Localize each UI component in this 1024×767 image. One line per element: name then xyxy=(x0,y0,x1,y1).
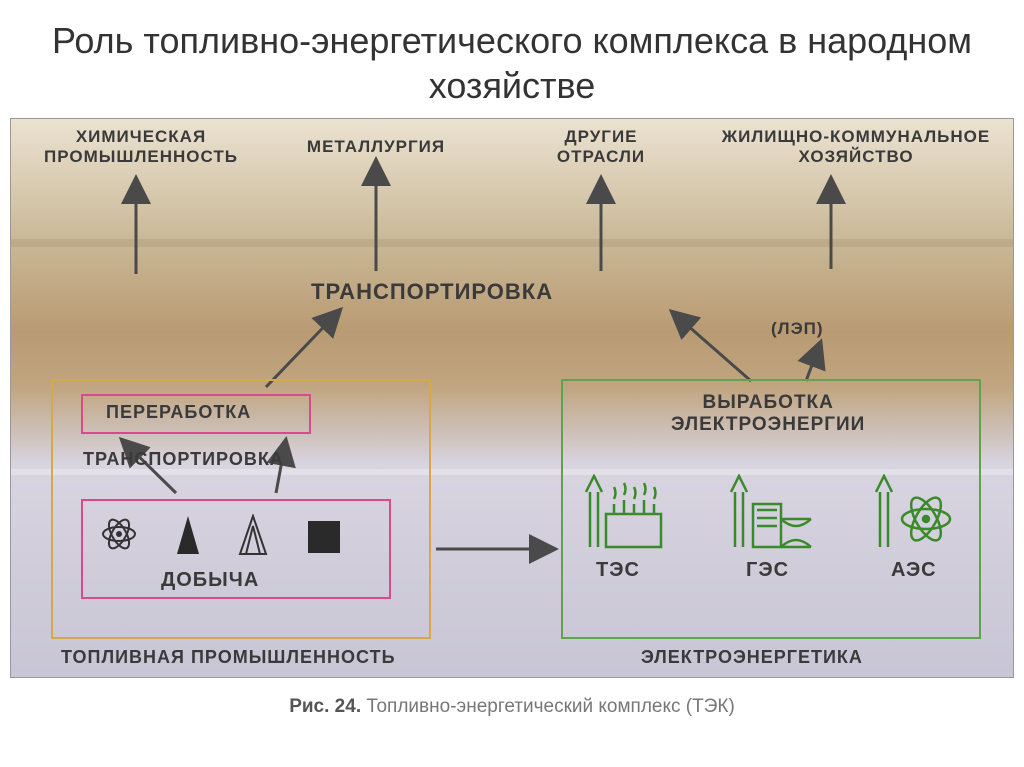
arrow-gen-to-lep xyxy=(806,341,821,381)
inner-transport-label: ТРАНСПОРТИРОВКА xyxy=(83,449,284,470)
consumer-metal: МЕТАЛЛУРГИЯ xyxy=(296,137,456,157)
ges-icon xyxy=(721,474,816,549)
consumer-chem: ХИМИЧЕСКАЯ ПРОМЫШЛЕННОСТЬ xyxy=(31,127,251,167)
ges-label: ГЭС xyxy=(746,559,789,582)
consumer-other: ДРУГИЕ ОТРАСЛИ xyxy=(541,127,661,167)
atom-icon xyxy=(99,514,139,554)
arrow-gen-to-transport xyxy=(671,311,751,381)
diagram: ХИМИЧЕСКАЯ ПРОМЫШЛЕННОСТЬ МЕТАЛЛУРГИЯ ДР… xyxy=(10,118,1014,678)
generation-label: ВЫРАБОТКА ЭЛЕКТРОЭНЕРГИИ xyxy=(671,392,865,436)
consumer-housing: ЖИЛИЩНО-КОММУНАЛЬНОЕ ХОЗЯЙСТВО xyxy=(711,127,1001,167)
transport-label: ТРАНСПОРТИРОВКА xyxy=(311,279,553,305)
square-icon xyxy=(306,519,342,555)
figure-caption: Рис. 24. Топливно-энергетический комплек… xyxy=(0,696,1024,718)
extraction-label: ДОБЫЧА xyxy=(161,569,259,592)
lep-label: (ЛЭП) xyxy=(771,319,824,339)
elec-group-label: ЭЛЕКТРОЭНЕРГЕТИКА xyxy=(641,647,863,668)
tes-label: ТЭС xyxy=(596,559,640,582)
processing-label: ПЕРЕРАБОТКА xyxy=(106,402,251,423)
caption-bold: Рис. 24. xyxy=(289,696,361,717)
coal-icon xyxy=(171,514,205,556)
caption-text: Топливно-энергетический комплекс (ТЭК) xyxy=(361,696,735,717)
page-title: Роль топливно-энергетического комплекса … xyxy=(0,0,1024,118)
derrick-icon xyxy=(236,514,270,556)
tes-icon xyxy=(576,474,666,549)
aes-label: АЭС xyxy=(891,559,937,582)
aes-icon xyxy=(866,474,961,549)
fuel-group-label: ТОПЛИВНАЯ ПРОМЫШЛЕННОСТЬ xyxy=(61,647,396,668)
arrow-proc-to-transport xyxy=(266,309,341,387)
